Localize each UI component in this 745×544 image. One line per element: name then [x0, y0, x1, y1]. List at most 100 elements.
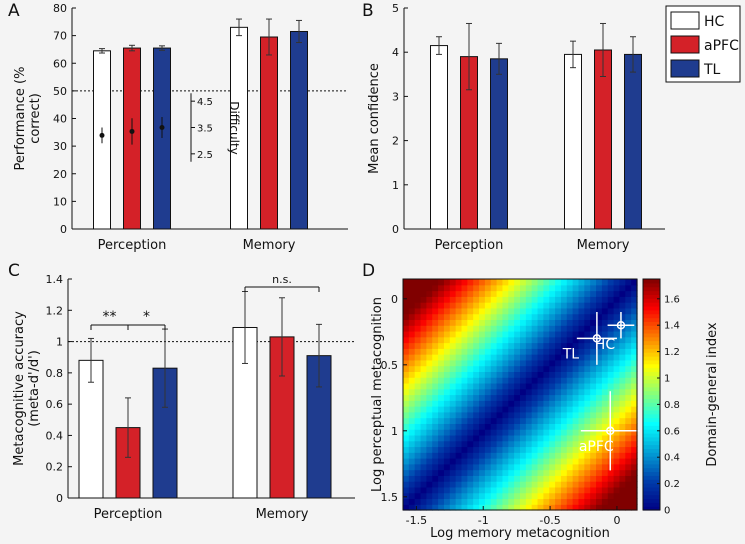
colorbar-segment — [643, 398, 660, 403]
heatmap-cell — [578, 342, 585, 349]
heatmap-cell — [414, 330, 422, 338]
heatmap-cell — [490, 498, 498, 505]
heatmap-cell — [467, 354, 474, 361]
heatmap-cell — [584, 325, 591, 332]
heatmap-cell — [619, 434, 626, 442]
heatmap-cell — [438, 330, 445, 338]
heatmap-cell — [601, 475, 609, 482]
heatmap-cell — [461, 284, 468, 292]
heatmap-cell — [520, 290, 527, 297]
heatmap-cell — [408, 481, 416, 488]
heatmap-cell — [490, 475, 498, 482]
heatmap-cell — [613, 388, 621, 396]
heatmap-cell — [496, 429, 504, 436]
bar-tl-perception — [153, 47, 171, 230]
heatmap-cell — [420, 319, 427, 326]
heatmap-cell — [560, 359, 568, 367]
heatmap-cell — [572, 400, 580, 407]
heatmap-cell — [508, 394, 515, 401]
heatmap-cell — [467, 325, 474, 332]
heatmap-cell — [443, 325, 451, 332]
heatmap-cell — [596, 463, 603, 471]
heatmap-cell — [455, 319, 463, 326]
heatmap-cell — [479, 446, 486, 453]
heatmap-cell — [408, 458, 416, 465]
heatmap-cell — [473, 469, 480, 476]
colorbar-segment — [643, 375, 660, 380]
heatmap-cell — [584, 475, 591, 482]
heatmap-cell — [443, 469, 451, 476]
heatmap-cell — [467, 290, 474, 297]
x-category-label: Perception — [94, 507, 163, 522]
heatmap-cell — [584, 279, 591, 286]
heatmap-cell — [449, 388, 457, 396]
heatmap-cell — [607, 342, 615, 349]
heatmap-cell — [443, 330, 451, 338]
heatmap-cell — [432, 284, 439, 292]
heatmap-cell — [514, 388, 521, 396]
heatmap-cell — [537, 440, 544, 448]
heatmap-cell — [625, 319, 632, 326]
heatmap-cell — [560, 388, 568, 396]
heatmap-cell — [490, 481, 498, 488]
heatmap-cell — [590, 475, 597, 482]
heatmap-cell — [426, 371, 433, 378]
heatmap-cell — [414, 348, 422, 355]
heatmap-cell — [520, 498, 527, 505]
heatmap-cell — [560, 354, 568, 361]
y-tick-label: 40 — [53, 113, 67, 126]
heatmap-cell — [578, 434, 585, 442]
heatmap-cell — [449, 325, 457, 332]
heatmap-cell — [461, 348, 468, 355]
heatmap-cell — [414, 463, 422, 471]
heatmap-cell — [566, 342, 574, 349]
heatmap-cell — [631, 296, 638, 303]
heatmap-cell — [438, 429, 445, 436]
heatmap-cell — [484, 313, 492, 321]
heatmap-cell — [613, 492, 621, 500]
heatmap-cell — [467, 365, 474, 372]
heatmap-cell — [613, 377, 621, 384]
heatmap-cell — [496, 469, 504, 476]
colorbar-segment — [643, 348, 660, 353]
heatmap-cell — [467, 504, 474, 511]
heatmap-cell — [461, 359, 468, 367]
heatmap-cell — [531, 475, 539, 482]
heatmap-cell — [531, 394, 539, 401]
heatmap-cell — [438, 406, 445, 413]
heatmap-cell — [613, 354, 621, 361]
heatmap-cell — [438, 504, 445, 511]
heatmap-cell — [508, 342, 515, 349]
heatmap-cell — [508, 365, 515, 372]
heatmap-cell — [403, 342, 410, 349]
heatmap-cell — [590, 463, 597, 471]
heatmap-cell — [549, 365, 556, 372]
heatmap-cell — [479, 371, 486, 378]
heatmap-cell — [455, 486, 463, 494]
heatmap-cell — [502, 371, 509, 378]
heatmap-cell — [619, 423, 626, 430]
heatmap-cell — [525, 475, 533, 482]
heatmap-cell — [572, 463, 580, 471]
heatmap-cell — [520, 486, 527, 494]
heatmap-cell — [566, 359, 574, 367]
heatmap-cell — [549, 279, 556, 286]
heatmap-cell — [543, 492, 550, 500]
heatmap-cell — [408, 406, 416, 413]
heatmap-cell — [443, 429, 451, 436]
heatmap-cell — [438, 463, 445, 471]
heatmap-cell — [566, 463, 574, 471]
x-tick-label: -1.5 — [406, 514, 427, 527]
heatmap-cell — [426, 492, 433, 500]
colorbar-segment — [643, 436, 660, 442]
heatmap-cell — [531, 377, 539, 384]
heatmap-cell — [426, 330, 433, 338]
heatmap-cell — [584, 290, 591, 297]
heatmap-cell — [549, 354, 556, 361]
heatmap-cell — [414, 492, 422, 500]
heatmap-cell — [443, 365, 451, 372]
colorbar-segment — [643, 309, 660, 315]
heatmap-cell — [403, 388, 410, 396]
heatmap-cell — [408, 325, 416, 332]
heatmap-cell — [625, 492, 632, 500]
